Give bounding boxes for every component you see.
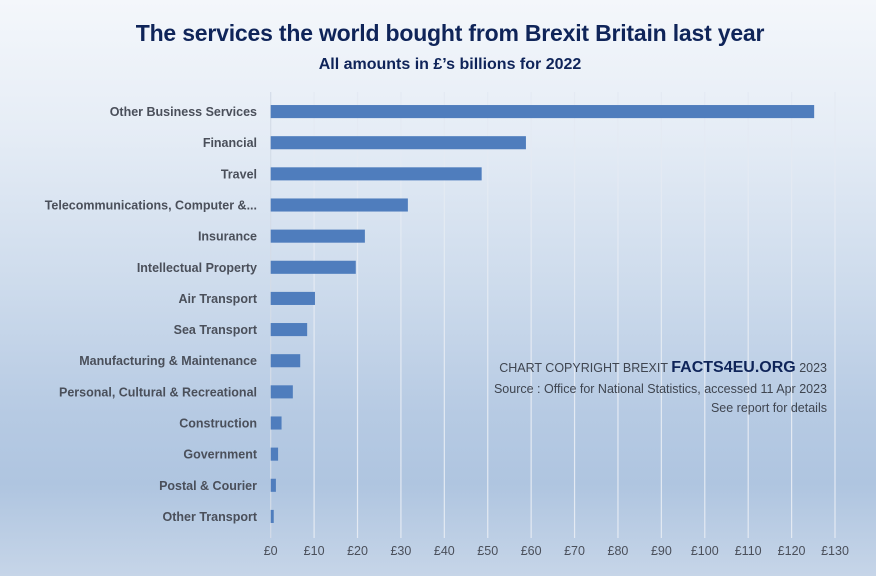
bar <box>270 478 276 492</box>
copyright-prefix: CHART COPYRIGHT BREXIT <box>499 361 672 375</box>
category-labels: Other Business Services Financial Travel Te… <box>45 105 258 524</box>
bar <box>270 136 526 150</box>
category-label: Travel <box>221 167 257 181</box>
bar <box>270 323 308 337</box>
bar <box>270 198 408 212</box>
category-label: Government <box>183 448 257 462</box>
category-label: Manufacturing & Maintenance <box>79 354 257 368</box>
x-tick-label: £50 <box>477 544 498 558</box>
x-tick-label: £120 <box>778 544 806 558</box>
x-tick-labels: £0 £10 £20 £30 £40 £50 £60 £70 £80 £90 £100 £110 £12… <box>264 544 849 558</box>
bar <box>270 229 365 243</box>
bar <box>270 509 274 523</box>
category-label: Intellectual Property <box>137 261 257 275</box>
bar <box>270 260 356 274</box>
brand-name: FACTS4EU.ORG <box>671 359 796 376</box>
x-tick-label: £80 <box>608 544 629 558</box>
category-label: Other Transport <box>163 510 258 524</box>
category-label: Postal & Courier <box>159 479 257 493</box>
bar <box>270 447 279 461</box>
x-tick-label: £130 <box>821 544 849 558</box>
bar <box>270 105 815 119</box>
x-tick-label: £30 <box>390 544 411 558</box>
x-tick-label: £90 <box>651 544 672 558</box>
x-tick-label: £0 <box>264 544 278 558</box>
x-tick-label: £20 <box>347 544 368 558</box>
chart-subtitle: All amounts in £’s billions for 2022 <box>318 56 582 73</box>
bar <box>270 291 315 305</box>
chart-title: The services the world bought from Brexi… <box>135 20 765 46</box>
gridlines <box>270 92 836 538</box>
x-tick-label: £100 <box>691 544 719 558</box>
category-label: Personal, Cultural & Recreational <box>59 385 257 399</box>
category-label: Air Transport <box>179 292 258 306</box>
bars <box>270 105 815 523</box>
category-label: Telecommunications, Computer &... <box>45 199 257 213</box>
category-label: Other Business Services <box>110 105 257 119</box>
x-tick-label: £110 <box>735 544 762 558</box>
x-tick-label: £40 <box>434 544 455 558</box>
category-label: Financial <box>203 136 257 150</box>
category-label: Sea Transport <box>174 323 258 337</box>
bar <box>270 354 301 368</box>
x-tick-label: £60 <box>521 544 542 558</box>
bar <box>270 416 282 430</box>
details-note: See report for details <box>710 401 827 415</box>
x-tick-label: £70 <box>564 544 585 558</box>
bar <box>270 167 482 181</box>
source-note: Source : Office for National Statistics,… <box>493 382 827 396</box>
copyright-note: CHART COPYRIGHT BREXIT FACTS4EU.ORG 2023 <box>499 359 827 377</box>
category-label: Construction <box>179 417 257 431</box>
category-label: Insurance <box>198 230 257 244</box>
x-tick-label: £10 <box>304 544 325 558</box>
bar <box>270 385 293 399</box>
copyright-year: 2023 <box>795 361 827 375</box>
